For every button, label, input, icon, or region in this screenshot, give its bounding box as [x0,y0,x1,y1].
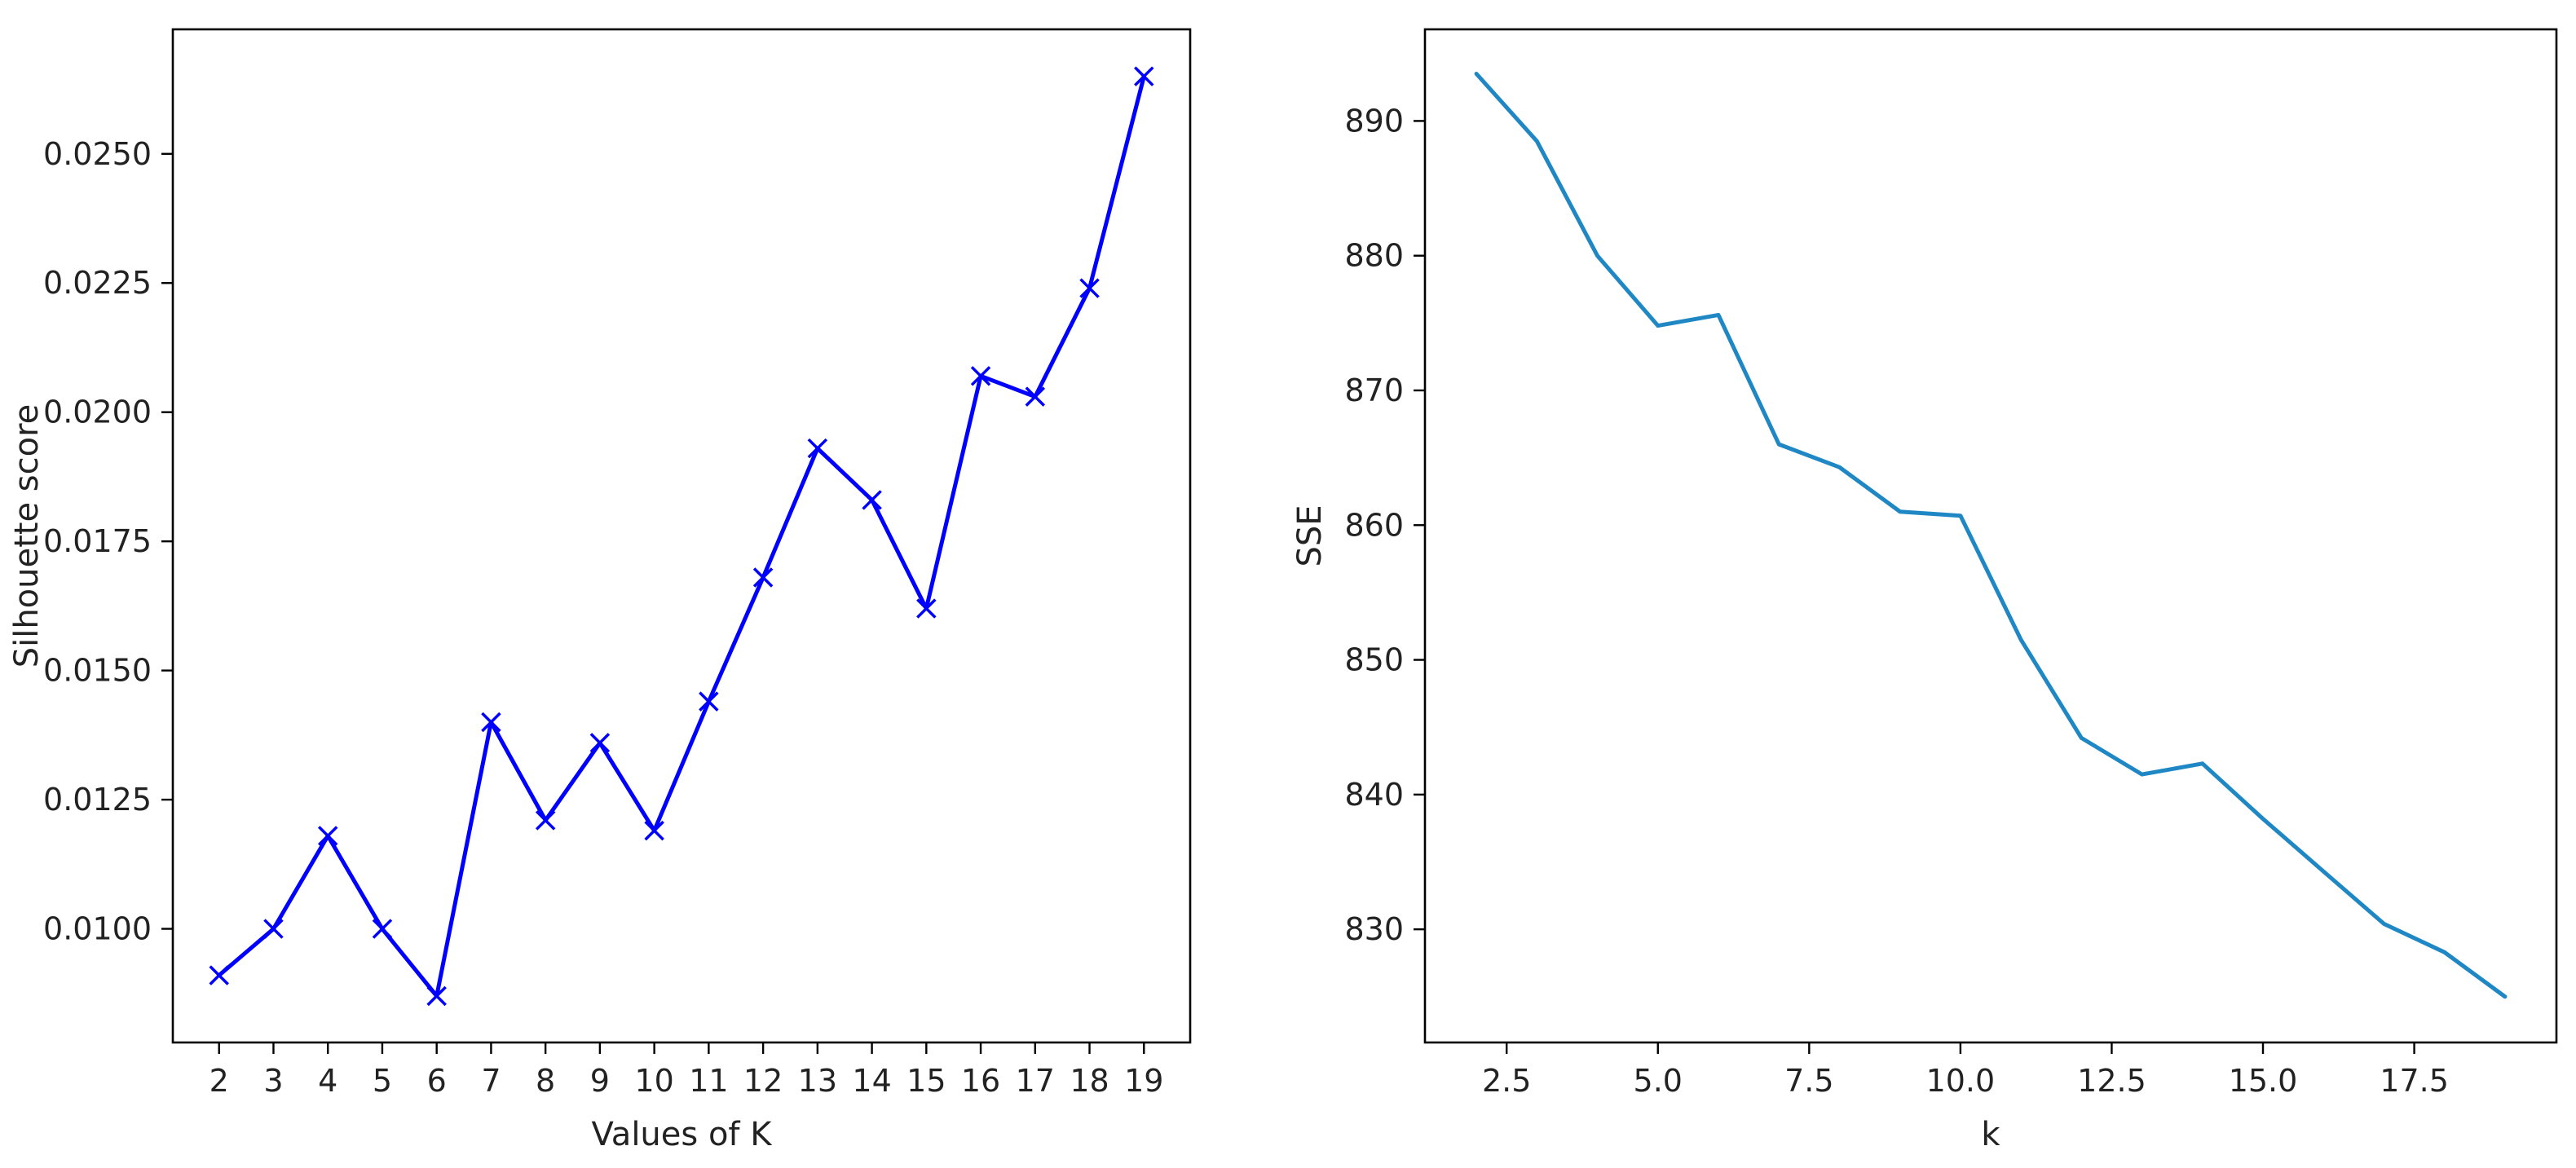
silhouette-x-tick-label: 12 [743,1063,783,1099]
silhouette-x-tick-label: 19 [1124,1063,1163,1099]
silhouette-point-marker [481,712,501,733]
silhouette-y-tick-label: 0.0175 [43,523,152,559]
sse-y-tick-label: 840 [1344,777,1404,813]
silhouette-x-tick-label: 9 [590,1063,610,1099]
silhouette-point-marker [644,820,664,841]
silhouette-point-marker [426,985,447,1007]
silhouette-point-marker [970,366,991,386]
silhouette-y-ticks: 0.0100 0.0125 0.0150 0.0175 0.0200 0.0225 0.02… [43,136,173,947]
silhouette-x-tick-label: 2 [210,1063,229,1099]
sse-x-tick-label: 15.0 [2229,1063,2298,1099]
sse-y-tick-label: 870 [1344,372,1404,408]
silhouette-y-axis-title: Silhouette score [8,404,46,668]
silhouette-point-marker [317,826,338,846]
silhouette-x-tick-label: 5 [373,1063,392,1099]
sse-plot-area [1423,28,2558,1044]
silhouette-y-tick-label: 0.0225 [43,265,152,301]
silhouette-x-tick-label: 16 [961,1063,1000,1099]
silhouette-x-tick-label: 13 [798,1063,837,1099]
silhouette-x-tick-label: 3 [263,1063,283,1099]
silhouette-x-tick-label: 14 [852,1063,891,1099]
sse-series [1474,72,2508,999]
silhouette-x-tick-label: 18 [1070,1063,1109,1099]
silhouette-point-marker [589,733,611,753]
silhouette-line [217,74,1146,998]
sse-y-ticks: 830 840 850 860 870 880 890 [1344,103,1425,947]
silhouette-y-tick-label: 0.0150 [43,653,152,689]
sse-chart: 2.5 5.0 7.5 10.0 12.5 15.0 17.5 830 840 850 860 87… [1291,28,2558,1153]
sse-y-tick-label: 850 [1344,642,1404,678]
silhouette-point-marker [752,567,774,588]
sse-x-tick-label: 2.5 [1482,1063,1531,1099]
silhouette-y-tick-label: 0.0100 [43,911,152,947]
silhouette-x-axis-title: Values of K [592,1116,774,1153]
silhouette-point-marker [209,965,229,985]
silhouette-x-tick-label: 4 [318,1063,337,1099]
silhouette-y-tick-label: 0.0200 [43,394,152,430]
silhouette-x-tick-label: 7 [481,1063,501,1099]
silhouette-point-marker [862,490,882,510]
silhouette-x-tick-label: 10 [634,1063,673,1099]
silhouette-point-marker [807,438,828,459]
sse-line [1474,72,2508,999]
sse-y-tick-label: 830 [1344,911,1404,947]
sse-y-tick-label: 860 [1344,507,1404,543]
silhouette-point-marker [263,919,284,939]
silhouette-x-tick-label: 6 [427,1063,447,1099]
sse-x-tick-label: 5.0 [1634,1063,1683,1099]
sse-x-axis-title: k [1981,1116,2000,1153]
sse-x-ticks: 2.5 5.0 7.5 10.0 12.5 15.0 17.5 [1482,1042,2449,1099]
silhouette-x-tick-label: 8 [536,1063,555,1099]
silhouette-point-marker [1079,278,1100,298]
sse-x-tick-label: 10.0 [1926,1063,1996,1099]
silhouette-chart: 2 3 4 5 6 7 8 9 10 11 12 13 14 15 16 17 18 19 0.0100 0.012… [8,28,1192,1153]
silhouette-x-tick-label: 15 [906,1063,946,1099]
sse-x-tick-label: 7.5 [1784,1063,1833,1099]
sse-x-tick-label: 12.5 [2077,1063,2146,1099]
silhouette-x-tick-label: 17 [1016,1063,1055,1099]
silhouette-point-marker [372,919,393,939]
silhouette-x-ticks: 2 3 4 5 6 7 8 9 10 11 12 13 14 15 16 17 18 19 [210,1042,1163,1099]
sse-x-tick-label: 17.5 [2380,1063,2449,1099]
silhouette-point-marker [1025,386,1046,407]
sse-y-axis-title: SSE [1291,505,1329,566]
silhouette-point-marker [535,810,556,831]
silhouette-plot-area [171,28,1192,1044]
silhouette-series [209,66,1154,1007]
sse-y-tick-label: 890 [1344,103,1404,139]
silhouette-point-marker [1134,66,1154,86]
silhouette-y-tick-label: 0.0125 [43,782,152,818]
silhouette-y-tick-label: 0.0250 [43,136,152,172]
silhouette-point-marker [916,598,937,619]
silhouette-point-marker [699,691,719,712]
sse-y-tick-label: 880 [1344,238,1404,274]
silhouette-x-tick-label: 11 [689,1063,728,1099]
